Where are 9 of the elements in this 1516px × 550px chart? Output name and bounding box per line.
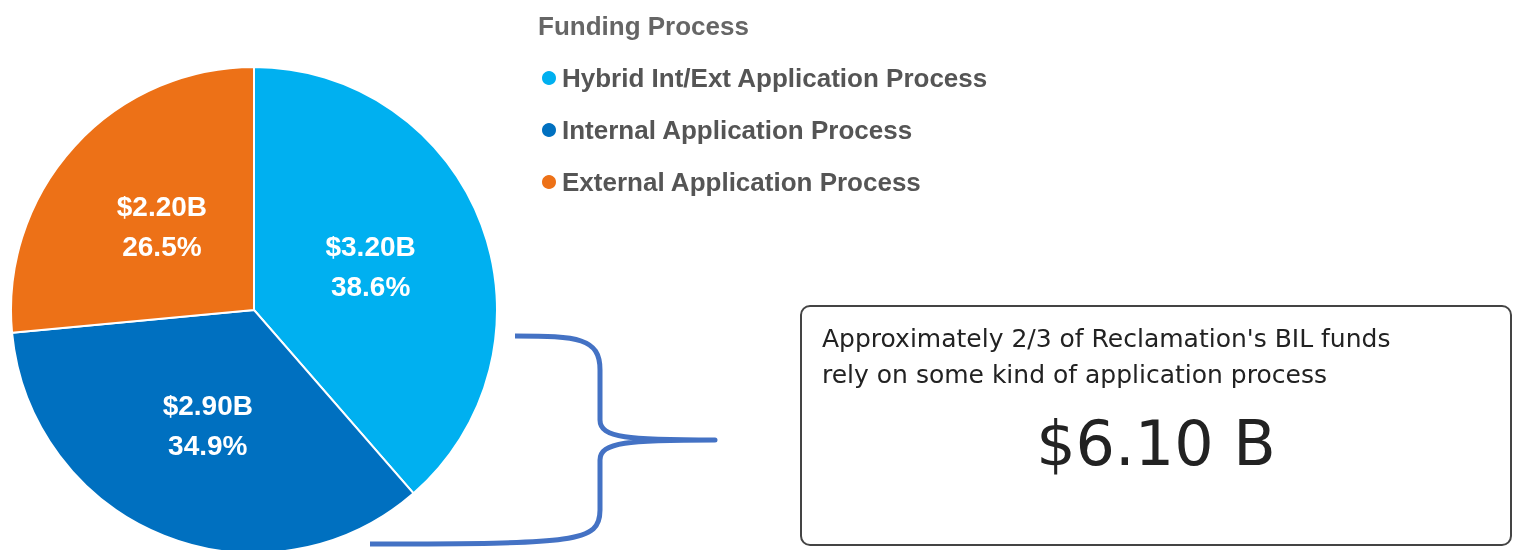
legend-title: Funding Process <box>538 11 749 41</box>
data-label: $3.20B 38.6% <box>325 230 416 302</box>
legend-label: Internal Application Process <box>562 115 913 145</box>
data-label: $2.90B 34.9% <box>162 390 253 462</box>
data-label: $2.20B 26.5% <box>116 190 208 262</box>
legend-label: Hybrid Int/Ext Application Process <box>562 63 988 93</box>
legend-label: External Application Process <box>562 167 921 197</box>
text: $6.10 B <box>1035 407 1277 480</box>
text: Approximately 2/3 of Reclamation's BIL funds rely on some kind of application process <box>822 323 1392 391</box>
